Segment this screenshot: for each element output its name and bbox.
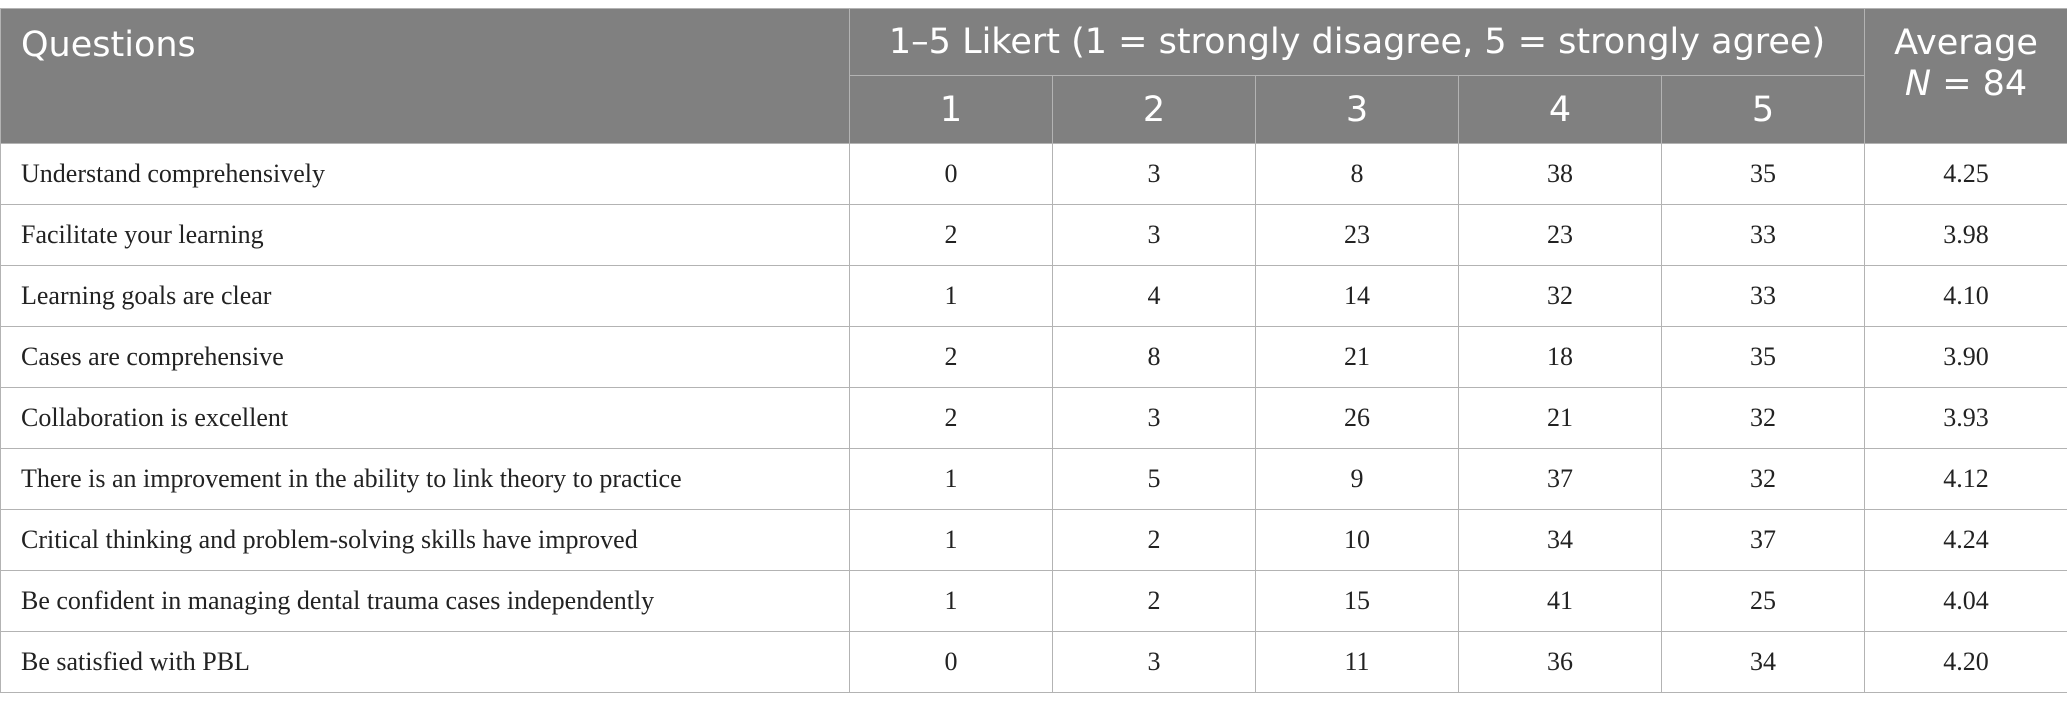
count-cell-4: 18 — [1458, 326, 1662, 388]
count-cell-1: 2 — [849, 387, 1053, 449]
table-row: There is an improvement in the ability t… — [0, 448, 2067, 510]
count-cell-4: 41 — [1458, 570, 1662, 632]
count-cell-1: 1 — [849, 448, 1053, 510]
count-cell-3: 11 — [1255, 631, 1459, 693]
count-cell-5: 35 — [1660, 143, 1866, 205]
average-cell: 3.90 — [1864, 326, 2067, 388]
count-cell-4: 38 — [1458, 143, 1662, 205]
count-cell-5: 37 — [1660, 509, 1866, 571]
count-cell-2: 8 — [1052, 326, 1256, 388]
count-cell-4: 34 — [1458, 509, 1662, 571]
count-cell-3: 23 — [1255, 204, 1459, 266]
average-cell: 3.93 — [1864, 387, 2067, 449]
count-cell-1: 2 — [849, 204, 1053, 266]
average-label: Average — [1894, 23, 2038, 63]
count-cell-3: 8 — [1255, 143, 1459, 205]
header-row-top: Questions 1–5 Likert (1 = strongly disag… — [0, 8, 2067, 144]
count-cell-5: 32 — [1660, 387, 1866, 449]
count-cell-1: 1 — [849, 265, 1053, 327]
count-cell-3: 15 — [1255, 570, 1459, 632]
count-cell-5: 32 — [1660, 448, 1866, 510]
count-cell-2: 3 — [1052, 204, 1256, 266]
count-cell-1: 1 — [849, 570, 1053, 632]
scale-header-2: 2 — [1052, 75, 1256, 144]
count-cell-2: 4 — [1052, 265, 1256, 327]
table-row: Cases are comprehensive 2 8 21 18 35 3.9… — [0, 326, 2067, 388]
sample-size-value: = 84 — [1931, 64, 2028, 104]
count-cell-2: 5 — [1052, 448, 1256, 510]
table-body: Understand comprehensively 0 3 8 38 35 4… — [0, 143, 2067, 693]
table-row: Collaboration is excellent 2 3 26 21 32 … — [0, 387, 2067, 449]
scale-header-3: 3 — [1255, 75, 1459, 144]
question-cell: Cases are comprehensive — [0, 326, 850, 388]
header-row-scale: 1 2 3 4 5 — [1, 75, 2067, 144]
table-row: Learning goals are clear 1 4 14 32 33 4.… — [0, 265, 2067, 327]
scale-header-4: 4 — [1458, 75, 1662, 144]
question-cell: There is an improvement in the ability t… — [0, 448, 850, 510]
question-cell: Be confident in managing dental trauma c… — [0, 570, 850, 632]
count-cell-4: 37 — [1458, 448, 1662, 510]
table-row: Critical thinking and problem-solving sk… — [0, 509, 2067, 571]
questions-header: Questions — [0, 8, 850, 144]
table-row: Understand comprehensively 0 3 8 38 35 4… — [0, 143, 2067, 205]
likert-scale-header: 1–5 Likert (1 = strongly disagree, 5 = s… — [848, 8, 1866, 76]
count-cell-5: 35 — [1660, 326, 1866, 388]
count-cell-5: 33 — [1660, 265, 1866, 327]
count-cell-1: 0 — [849, 143, 1053, 205]
count-cell-3: 26 — [1255, 387, 1459, 449]
count-cell-2: 3 — [1052, 387, 1256, 449]
question-cell: Learning goals are clear — [0, 265, 850, 327]
average-cell: 4.12 — [1864, 448, 2067, 510]
count-cell-2: 3 — [1052, 143, 1256, 205]
average-cell: 4.20 — [1864, 631, 2067, 693]
likert-results-table: Questions 1–5 Likert (1 = strongly disag… — [0, 8, 2067, 693]
table-row: Be confident in managing dental trauma c… — [0, 570, 2067, 632]
count-cell-2: 2 — [1052, 570, 1256, 632]
count-cell-5: 34 — [1660, 631, 1866, 693]
count-cell-1: 2 — [849, 326, 1053, 388]
count-cell-3: 14 — [1255, 265, 1459, 327]
count-cell-5: 25 — [1660, 570, 1866, 632]
count-cell-3: 10 — [1255, 509, 1459, 571]
question-cell: Facilitate your learning — [0, 204, 850, 266]
count-cell-4: 23 — [1458, 204, 1662, 266]
count-cell-4: 36 — [1458, 631, 1662, 693]
question-cell: Critical thinking and problem-solving sk… — [0, 509, 850, 571]
count-cell-2: 3 — [1052, 631, 1256, 693]
count-cell-3: 21 — [1255, 326, 1459, 388]
average-header: Average N = 84 — [1864, 8, 2067, 144]
sample-size-symbol: N — [1904, 64, 1932, 104]
count-cell-4: 32 — [1458, 265, 1662, 327]
table-row: Be satisfied with PBL 0 3 11 36 34 4.20 — [0, 631, 2067, 693]
table-row: Facilitate your learning 2 3 23 23 33 3.… — [0, 204, 2067, 266]
question-cell: Understand comprehensively — [0, 143, 850, 205]
table-header: Questions 1–5 Likert (1 = strongly disag… — [0, 8, 2067, 144]
average-cell: 4.04 — [1864, 570, 2067, 632]
scale-header-5: 5 — [1660, 75, 1866, 144]
count-cell-2: 2 — [1052, 509, 1256, 571]
average-cell: 4.10 — [1864, 265, 2067, 327]
count-cell-1: 1 — [849, 509, 1053, 571]
average-cell: 4.25 — [1864, 143, 2067, 205]
scale-header-1: 1 — [849, 75, 1053, 144]
average-cell: 3.98 — [1864, 204, 2067, 266]
count-cell-3: 9 — [1255, 448, 1459, 510]
count-cell-1: 0 — [849, 631, 1053, 693]
question-cell: Be satisfied with PBL — [0, 631, 850, 693]
question-cell: Collaboration is excellent — [0, 387, 850, 449]
count-cell-5: 33 — [1660, 204, 1866, 266]
count-cell-4: 21 — [1458, 387, 1662, 449]
average-cell: 4.24 — [1864, 509, 2067, 571]
